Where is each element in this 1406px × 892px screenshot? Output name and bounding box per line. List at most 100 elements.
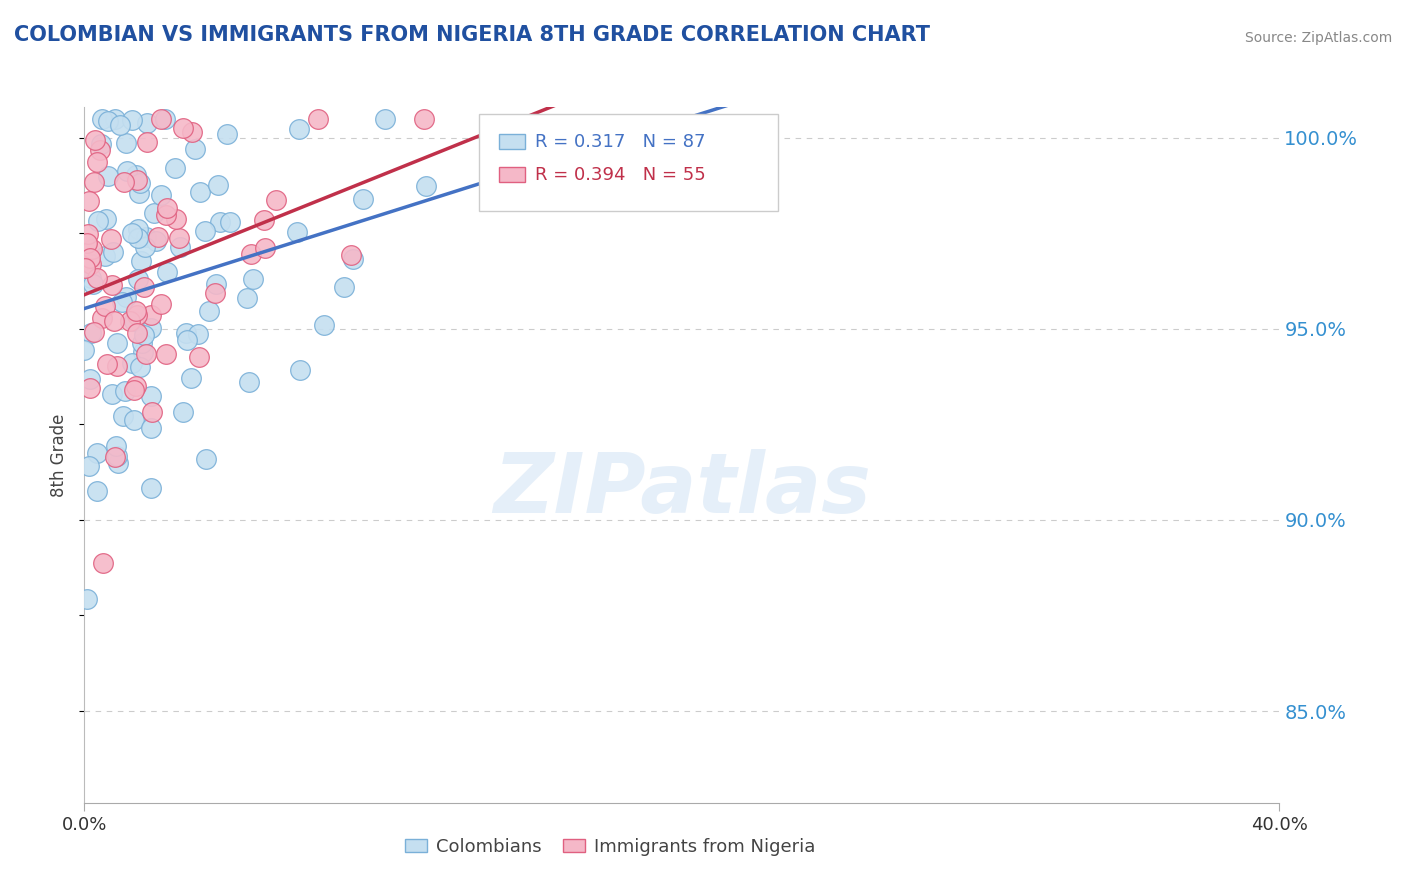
Point	[121, 356, 143, 370]
Point	[180, 370, 202, 384]
Point	[125, 309, 148, 323]
Point	[139, 421, 162, 435]
Point	[413, 112, 436, 126]
Point	[266, 193, 288, 207]
Point	[141, 405, 163, 419]
Point	[96, 357, 118, 371]
Point	[131, 345, 153, 359]
Point	[136, 135, 159, 149]
Point	[112, 409, 135, 423]
Point	[86, 213, 108, 227]
Point	[73, 261, 96, 276]
Point	[188, 350, 211, 364]
Point	[122, 413, 145, 427]
Point	[108, 118, 131, 132]
FancyBboxPatch shape	[479, 114, 778, 211]
Point	[194, 224, 217, 238]
Point	[188, 185, 211, 199]
Point	[73, 343, 96, 357]
Point	[127, 272, 149, 286]
Point	[135, 116, 157, 130]
Legend: Colombians, Immigrants from Nigeria: Colombians, Immigrants from Nigeria	[398, 831, 823, 863]
Point	[172, 120, 194, 135]
Point	[155, 208, 177, 222]
Text: ZIPatlas: ZIPatlas	[494, 450, 870, 530]
Point	[236, 291, 259, 305]
Point	[128, 177, 150, 191]
Point	[124, 383, 146, 397]
Point	[169, 240, 191, 254]
Point	[238, 375, 260, 389]
Point	[240, 247, 263, 261]
Point	[139, 308, 162, 322]
Point	[104, 112, 127, 126]
Point	[184, 142, 207, 156]
Point	[103, 314, 125, 328]
Point	[84, 133, 107, 147]
Point	[135, 230, 157, 244]
Point	[253, 213, 276, 227]
Point	[80, 271, 103, 285]
Point	[127, 172, 149, 186]
Point	[86, 270, 108, 285]
Point	[112, 175, 135, 189]
Point	[94, 299, 117, 313]
Point	[107, 457, 129, 471]
Point	[415, 178, 437, 193]
Point	[124, 303, 146, 318]
Point	[125, 378, 148, 392]
Point	[125, 168, 148, 182]
Point	[100, 232, 122, 246]
Point	[145, 234, 167, 248]
Point	[285, 225, 308, 239]
Point	[97, 169, 120, 184]
Point	[219, 215, 242, 229]
Point	[156, 201, 179, 215]
Point	[132, 328, 155, 343]
Point	[118, 313, 141, 327]
Point	[374, 112, 396, 126]
Point	[77, 458, 100, 473]
Point	[131, 336, 153, 351]
Point	[94, 249, 117, 263]
Point	[76, 592, 98, 607]
Point	[107, 449, 129, 463]
FancyBboxPatch shape	[499, 167, 526, 182]
Point	[80, 326, 103, 340]
Point	[254, 242, 277, 256]
Point	[91, 556, 114, 570]
Point	[101, 386, 124, 401]
Point	[83, 326, 105, 340]
Point	[76, 227, 98, 241]
Point	[142, 206, 165, 220]
Point	[83, 175, 105, 189]
Point	[134, 240, 156, 254]
Point	[150, 112, 173, 126]
Point	[181, 125, 204, 139]
Point	[150, 297, 173, 311]
Point	[77, 194, 100, 208]
Point	[342, 252, 364, 266]
Point	[86, 446, 108, 460]
Point	[314, 318, 336, 332]
Point	[105, 359, 128, 373]
Point	[115, 289, 138, 303]
Text: R = 0.317   N = 87: R = 0.317 N = 87	[534, 133, 706, 151]
Point	[156, 265, 179, 279]
Point	[352, 192, 374, 206]
Point	[165, 211, 187, 226]
Point	[79, 381, 101, 395]
Point	[307, 112, 329, 126]
Point	[79, 371, 101, 385]
Point	[209, 215, 232, 229]
Point	[105, 439, 128, 453]
Text: Source: ZipAtlas.com: Source: ZipAtlas.com	[1244, 30, 1392, 45]
Point	[107, 335, 129, 350]
Point	[91, 112, 114, 126]
Point	[242, 272, 264, 286]
Point	[187, 326, 209, 341]
Point	[127, 230, 149, 244]
Point	[121, 226, 143, 240]
Point	[82, 242, 104, 256]
Point	[197, 304, 219, 318]
